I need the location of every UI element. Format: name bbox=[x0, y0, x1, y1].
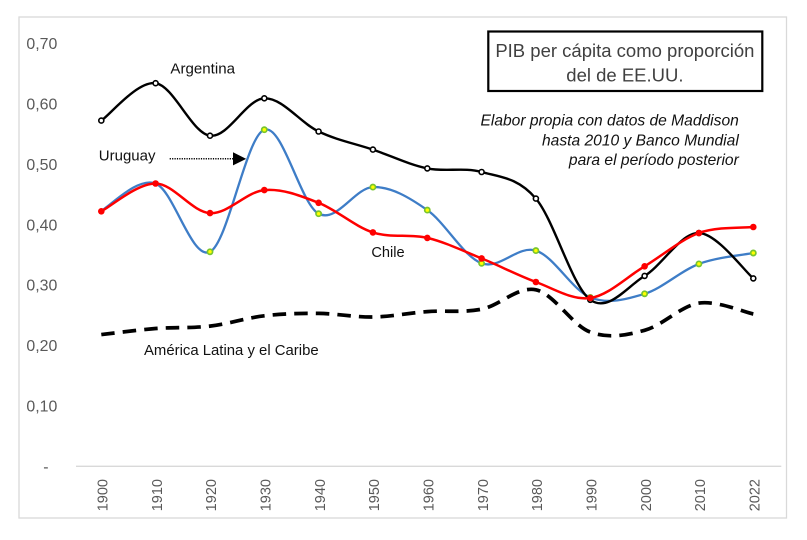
svg-text:1980: 1980 bbox=[530, 479, 546, 511]
svg-text:del de EE.UU.: del de EE.UU. bbox=[566, 65, 683, 86]
svg-text:0,70: 0,70 bbox=[26, 36, 57, 53]
svg-text:1930: 1930 bbox=[259, 479, 275, 511]
svg-text:1990: 1990 bbox=[585, 479, 601, 511]
svg-text:0,50: 0,50 bbox=[26, 157, 57, 174]
svg-text:0,20: 0,20 bbox=[26, 338, 57, 355]
svg-text:1900: 1900 bbox=[96, 479, 112, 511]
svg-text:Uruguay: Uruguay bbox=[99, 147, 156, 164]
svg-text:-: - bbox=[43, 459, 48, 476]
svg-text:1960: 1960 bbox=[422, 479, 438, 511]
svg-text:1940: 1940 bbox=[313, 479, 329, 511]
svg-text:Elabor propia con datos de Mad: Elabor propia con datos de Maddison bbox=[480, 113, 738, 130]
svg-text:0,40: 0,40 bbox=[26, 217, 57, 234]
svg-text:1970: 1970 bbox=[476, 479, 492, 511]
svg-text:0,10: 0,10 bbox=[26, 399, 57, 416]
svg-text:2000: 2000 bbox=[639, 479, 655, 511]
svg-text:1950: 1950 bbox=[367, 479, 383, 511]
svg-text:PIB per cápita como proporción: PIB per cápita como proporción bbox=[495, 40, 754, 61]
svg-text:para el período posterior: para el período posterior bbox=[568, 152, 740, 169]
svg-text:1910: 1910 bbox=[150, 479, 166, 511]
svg-text:Argentina: Argentina bbox=[170, 60, 235, 77]
svg-text:América Latina y el Caribe: América Latina y el Caribe bbox=[144, 343, 319, 359]
svg-text:0,60: 0,60 bbox=[26, 96, 57, 113]
svg-text:hasta 2010 y Banco Mundial: hasta 2010 y Banco Mundial bbox=[542, 132, 739, 149]
svg-text:2022: 2022 bbox=[748, 479, 764, 511]
svg-text:Chile: Chile bbox=[371, 245, 404, 261]
svg-text:2010: 2010 bbox=[693, 479, 709, 511]
svg-text:0,30: 0,30 bbox=[26, 278, 57, 295]
svg-text:1920: 1920 bbox=[204, 479, 220, 511]
